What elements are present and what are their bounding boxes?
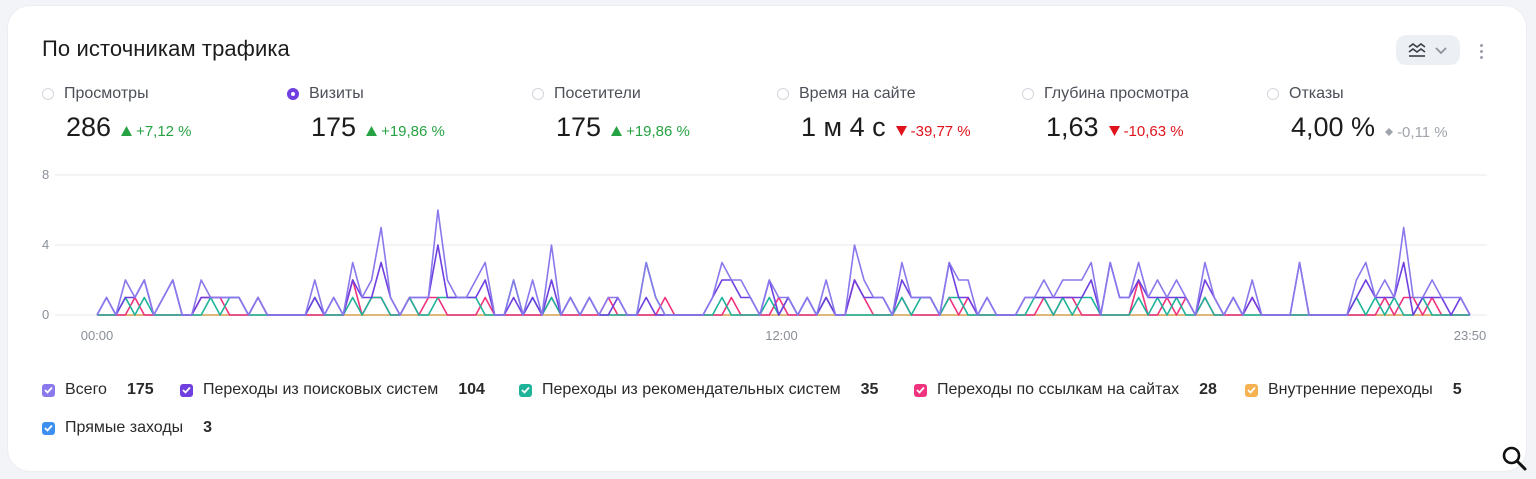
legend-value: 175 — [126, 381, 154, 398]
metric-2[interactable]: Визиты 175 +19,86 % — [287, 84, 527, 148]
metric-delta: +19,86 % — [611, 123, 690, 140]
legend-item-3[interactable]: Переходы из рекомендательных систем 35 — [519, 381, 878, 399]
metric-value: 1 м 4 с — [801, 112, 886, 142]
legend-label: Переходы по ссылкам на сайтах — [937, 381, 1180, 398]
metric-delta-text: -10,63 % — [1123, 122, 1184, 140]
metric-delta: -10,63 % — [1108, 122, 1184, 140]
metric-label: Просмотры — [64, 85, 149, 102]
legend-item-5[interactable]: Внутренние переходы 5 — [1245, 381, 1462, 399]
legend-label: Всего — [65, 381, 107, 398]
metric-5[interactable]: Глубина просмотра 1,63 -10,63 % — [1022, 84, 1262, 148]
metric-delta-text: -0,11 % — [1397, 123, 1448, 141]
metric-value: 175 — [311, 112, 357, 142]
chart-lines-icon — [1408, 43, 1426, 57]
metric-delta-text: +7,12 % — [136, 122, 192, 140]
metric-label: Время на сайте — [799, 85, 916, 102]
metric-label: Визиты — [309, 85, 364, 102]
legend-value: 3 — [203, 419, 213, 436]
metric-radio[interactable] — [42, 88, 54, 100]
checkbox-icon[interactable] — [1245, 383, 1258, 397]
arrow-down-icon — [895, 126, 907, 136]
metric-delta-text: -39,77 % — [910, 122, 971, 140]
y-tick-label: 0 — [42, 307, 49, 322]
metric-delta: -39,77 % — [895, 122, 971, 140]
legend-item-1[interactable]: Всего 175 — [42, 381, 154, 399]
metric-1[interactable]: Просмотры 286 +7,12 % — [42, 84, 282, 148]
checkbox-icon[interactable] — [914, 383, 927, 397]
widget-title: По источникам трафика — [42, 36, 290, 61]
metric-radio[interactable] — [1022, 88, 1034, 100]
traffic-chart: 0 4 8 00:00 12:00 23:50 — [42, 167, 1487, 343]
checkbox-icon[interactable] — [519, 383, 532, 397]
chart-type-button[interactable] — [1396, 35, 1460, 65]
chevron-down-icon — [1435, 47, 1447, 55]
metric-6[interactable]: Отказы 4,00 % -0,11 % — [1267, 84, 1507, 148]
legend-item-6[interactable]: Прямые заходы 3 — [42, 419, 212, 437]
metric-delta-text: +19,86 % — [626, 122, 690, 140]
search-icon[interactable] — [1500, 444, 1528, 472]
metric-delta: +7,12 % — [121, 122, 192, 140]
metric-value: 4,00 % — [1291, 112, 1376, 142]
traffic-sources-widget — [8, 6, 1526, 471]
legend-label: Прямые заходы — [65, 419, 184, 436]
legend-label: Переходы из рекомендательных систем — [542, 381, 841, 398]
metric-radio[interactable] — [1267, 88, 1279, 100]
checkbox-icon[interactable] — [42, 421, 55, 435]
arrow-up-icon — [121, 126, 133, 136]
metric-radio[interactable] — [532, 88, 544, 100]
checkbox-icon[interactable] — [180, 383, 193, 397]
legend-value: 35 — [860, 381, 879, 398]
metric-value: 286 — [66, 112, 112, 142]
legend-label: Переходы из поисковых систем — [203, 381, 439, 398]
metric-label: Глубина просмотра — [1044, 85, 1189, 102]
y-tick-label: 4 — [42, 237, 49, 252]
metric-label: Отказы — [1289, 85, 1344, 102]
metric-delta-text: +19,86 % — [381, 122, 445, 140]
arrow-down-icon — [1108, 126, 1120, 136]
metric-delta: -0,11 % — [1385, 124, 1448, 141]
metric-delta: +19,86 % — [366, 123, 445, 140]
arrow-up-icon — [611, 126, 623, 136]
series-line-1 — [96, 209, 1471, 316]
metric-value: 175 — [556, 112, 602, 142]
x-tick-label: 23:50 — [1454, 328, 1487, 343]
legend-value: 28 — [1199, 381, 1217, 398]
metric-radio[interactable] — [287, 88, 299, 100]
legend-value: 5 — [1452, 381, 1462, 398]
metric-4[interactable]: Время на сайте 1 м 4 с -39,77 % — [777, 84, 1017, 148]
y-tick-label: 8 — [42, 167, 49, 182]
metric-3[interactable]: Посетители 175 +19,86 % — [532, 84, 772, 148]
more-vertical-icon[interactable] — [1472, 38, 1490, 64]
x-tick-label: 12:00 — [765, 328, 798, 343]
legend-value: 104 — [458, 381, 485, 398]
legend-label: Внутренние переходы — [1268, 381, 1433, 398]
metric-value: 1,63 — [1046, 112, 1099, 142]
metric-label: Посетители — [554, 85, 641, 102]
diamond-icon — [1385, 128, 1394, 136]
metric-radio[interactable] — [777, 88, 789, 100]
legend-item-2[interactable]: Переходы из поисковых систем 104 — [180, 381, 485, 399]
arrow-up-icon — [366, 126, 378, 136]
checkbox-icon[interactable] — [42, 383, 55, 397]
legend-item-4[interactable]: Переходы по ссылкам на сайтах 28 — [914, 381, 1217, 399]
x-tick-label: 00:00 — [81, 328, 114, 343]
series-line-2 — [96, 244, 1471, 316]
